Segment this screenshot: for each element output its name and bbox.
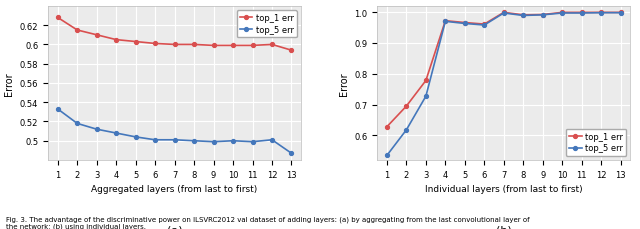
top_1 err <box>617 12 625 15</box>
top_1 err <box>403 105 410 108</box>
Text: (a): (a) <box>167 225 182 229</box>
top_5 err <box>539 14 547 17</box>
Line: top_1 err: top_1 err <box>385 11 623 129</box>
top_5 err <box>151 139 159 142</box>
top_1 err <box>597 12 605 15</box>
top_1 err <box>171 44 179 47</box>
top_1 err <box>93 34 100 37</box>
top_5 err <box>171 139 179 142</box>
top_1 err <box>481 24 488 26</box>
top_1 err <box>132 41 140 44</box>
top_5 err <box>210 141 218 143</box>
top_1 err <box>461 22 468 25</box>
top_1 err <box>520 14 527 17</box>
top_1 err <box>229 45 237 48</box>
top_5 err <box>461 23 468 26</box>
top_5 err <box>500 13 508 15</box>
top_5 err <box>190 140 198 142</box>
top_1 err <box>113 39 120 42</box>
top_5 err <box>558 13 566 15</box>
top_1 err <box>383 126 391 128</box>
top_1 err <box>539 14 547 17</box>
top_5 err <box>422 95 429 98</box>
top_1 err <box>500 12 508 15</box>
Text: the network; (b) using individual layers.: the network; (b) using individual layers… <box>6 223 147 229</box>
top_1 err <box>190 44 198 47</box>
top_1 err <box>74 30 81 32</box>
Y-axis label: Error: Error <box>4 72 14 95</box>
Line: top_1 err: top_1 err <box>56 16 293 53</box>
top_5 err <box>578 13 586 15</box>
Line: top_5 err: top_5 err <box>56 108 293 155</box>
top_5 err <box>54 108 61 111</box>
top_5 err <box>617 12 625 15</box>
top_1 err <box>54 17 61 20</box>
top_5 err <box>268 139 276 142</box>
top_5 err <box>132 136 140 139</box>
top_5 err <box>93 128 100 131</box>
top_5 err <box>481 25 488 27</box>
top_1 err <box>578 12 586 15</box>
top_1 err <box>287 50 295 52</box>
top_1 err <box>422 80 429 82</box>
Legend: top_1 err, top_5 err: top_1 err, top_5 err <box>237 11 297 38</box>
top_5 err <box>403 129 410 132</box>
top_5 err <box>520 15 527 18</box>
Y-axis label: Error: Error <box>339 72 349 95</box>
Text: (b): (b) <box>496 225 511 229</box>
top_1 err <box>558 12 566 15</box>
top_1 err <box>442 20 449 23</box>
top_5 err <box>442 21 449 24</box>
top_5 err <box>113 132 120 135</box>
top_1 err <box>210 45 218 48</box>
Text: Fig. 3. The advantage of the discriminative power on ILSVRC2012 val dataset of a: Fig. 3. The advantage of the discriminat… <box>6 216 530 222</box>
top_5 err <box>287 152 295 155</box>
Line: top_5 err: top_5 err <box>385 12 623 158</box>
X-axis label: Aggregated layers (from last to first): Aggregated layers (from last to first) <box>92 185 258 194</box>
top_5 err <box>74 123 81 125</box>
top_1 err <box>249 45 257 48</box>
top_5 err <box>249 141 257 143</box>
top_5 err <box>229 140 237 142</box>
X-axis label: Individual layers (from last to first): Individual layers (from last to first) <box>425 185 582 194</box>
Legend: top_1 err, top_5 err: top_1 err, top_5 err <box>566 129 626 156</box>
top_1 err <box>268 44 276 47</box>
top_1 err <box>151 43 159 46</box>
top_5 err <box>383 154 391 157</box>
top_5 err <box>597 12 605 15</box>
